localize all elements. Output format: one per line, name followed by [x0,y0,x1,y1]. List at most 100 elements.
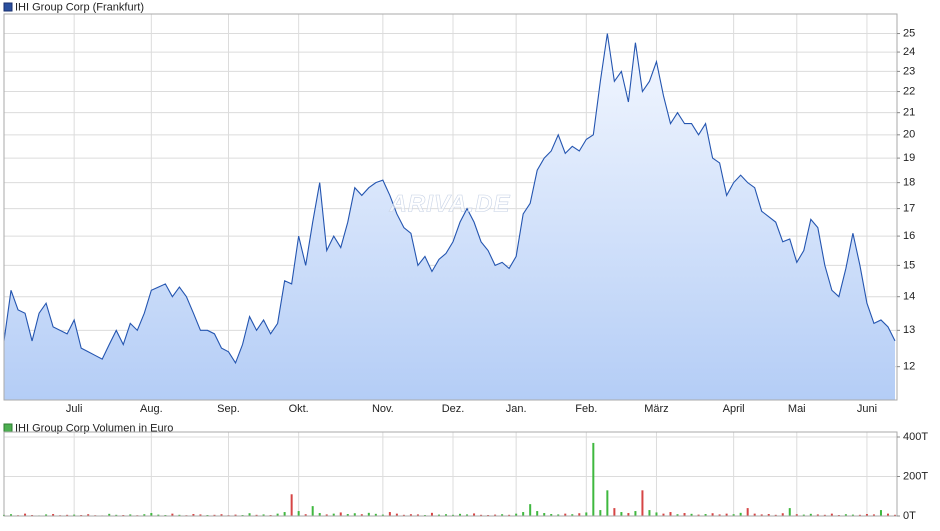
x-tick-label: Jan. [506,403,527,415]
volume-bar [746,508,749,516]
volume-bar [802,514,805,516]
volume-bar [711,513,714,516]
volume-bar [318,513,321,516]
volume-bar [760,514,763,516]
x-tick-label: Dez. [442,403,465,415]
volume-bar [781,513,784,516]
volume-bar [466,514,469,516]
volume-bar [24,513,27,516]
volume-bar [627,513,630,516]
volume-bar [452,514,455,516]
volume-bar [739,512,742,516]
volume-bar [858,514,861,516]
legend-label: IHI Group Corp Volumen in Euro [15,422,173,434]
x-tick-label: Aug. [140,403,163,415]
legend-label: IHI Group Corp (Frankfurt) [15,1,144,13]
volume-bar [332,513,335,516]
volume-bar [830,513,833,516]
volume-bar [515,513,518,516]
volume-bar [865,514,868,516]
volume-bar [809,513,812,516]
volume-bar [129,514,132,516]
volume-bar [578,513,581,516]
volume-bar [522,512,525,516]
volume-bar [886,513,889,516]
volume-bar [45,514,48,516]
volume-bar [494,514,497,516]
y-tick-label: 16 [903,230,915,242]
volume-bar [851,514,854,516]
volume-bar [613,508,616,516]
legend-swatch [3,2,13,12]
volume-bar [879,510,882,516]
y-tick-label: 19 [903,152,915,164]
plot-frame [3,431,898,517]
volume-bar [718,514,721,516]
volume-bar [416,514,419,516]
y-tick-label: 21 [903,107,915,119]
volume-bar [276,513,279,516]
volume-bar [823,514,826,516]
volume-bar [606,490,609,516]
volume-bar [283,512,286,516]
price-area [4,33,895,400]
volume-bar [157,514,160,516]
volume-bar [536,511,539,516]
volume-bar [10,514,13,516]
volume-bar [374,513,377,516]
legend-swatch [3,423,13,433]
volume-bar [634,511,637,516]
volume-bar [262,514,265,516]
volume-bar [143,514,146,516]
volume-bar [620,512,623,516]
volume-bar [543,513,546,516]
volume-bar [395,513,398,516]
volume-bar [816,514,819,516]
volume-bar [480,514,483,516]
x-tick-label: März [644,403,668,415]
y-tick-label: 400T [903,431,928,443]
volume-bar [571,514,574,516]
volume-bar [599,510,602,516]
volume-bar [508,514,511,516]
volume-bar [255,514,258,516]
plot-frame [3,13,898,401]
volume-bar [732,514,735,516]
volume-bar [550,514,553,516]
y-tick-label: 22 [903,85,915,97]
volume-bar [367,512,370,516]
volume-bar [346,514,349,516]
x-tick-label: Nov. [372,403,394,415]
volume-bar [795,514,798,516]
volume-bar [592,442,595,516]
volume-bar [788,508,791,516]
x-tick-label: Okt. [289,403,309,415]
volume-bar [360,514,363,516]
x-tick-label: Juni [857,403,877,415]
y-tick-label: 18 [903,177,915,189]
volume-bar [409,514,412,516]
volume-bar [690,513,693,516]
volume-bar [501,514,504,516]
y-tick-label: 23 [903,65,915,77]
volume-bar [199,514,202,516]
volume-bar [767,514,770,516]
volume-bar [234,514,237,516]
volume-bar [473,513,476,516]
volume-bar [655,512,658,516]
volume-bar [459,513,462,516]
volume-bar [66,514,69,516]
y-tick-label: 25 [903,27,915,39]
y-tick-label: 17 [903,202,915,214]
volume-bar [662,513,665,516]
volume-bar [52,514,55,516]
volume-bar [150,513,153,516]
y-tick-label: 200T [903,470,928,482]
y-tick-label: 12 [903,361,915,373]
volume-bar [557,514,560,516]
volume-bar [844,514,847,516]
volume-bar [388,512,391,516]
volume-bar [774,514,777,516]
